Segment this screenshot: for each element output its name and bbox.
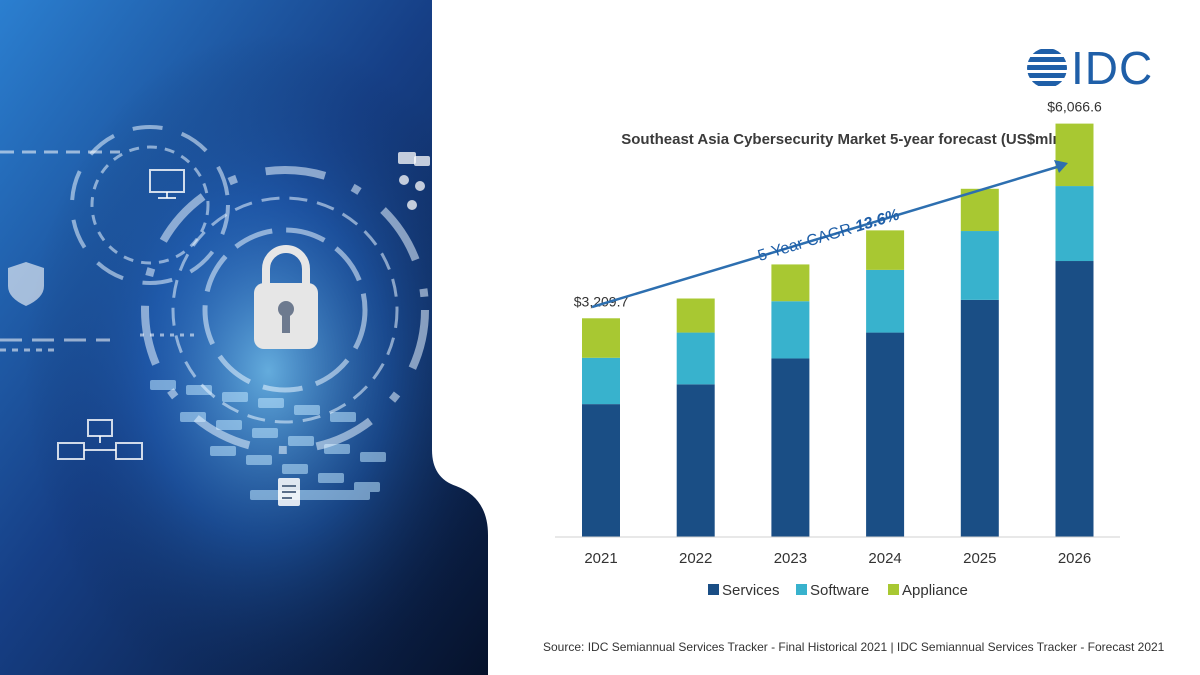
x-tick-2025: 2025 bbox=[963, 550, 996, 567]
x-tick-2022: 2022 bbox=[679, 550, 712, 567]
bar-software-2022 bbox=[676, 332, 715, 385]
total-label-2026: $6,066.6 bbox=[1047, 99, 1102, 115]
chart-title: Southeast Asia Cybersecurity Market 5-ye… bbox=[621, 131, 1066, 148]
bar-services-2026 bbox=[1055, 261, 1094, 537]
bar-appliance-2022 bbox=[676, 298, 715, 333]
total-label-2021: $3,209.7 bbox=[574, 293, 629, 309]
total-labels: $3,209.7 $6,066.6 bbox=[574, 99, 1102, 310]
x-tick-2026: 2026 bbox=[1058, 550, 1091, 567]
x-tick-2021: 2021 bbox=[584, 550, 617, 567]
legend: Services Software Appliance bbox=[708, 582, 968, 599]
legend-swatch-services bbox=[708, 584, 719, 595]
bar-services-2022 bbox=[676, 384, 715, 537]
cagr-prefix: 5-Year CAGR bbox=[756, 219, 858, 264]
x-tick-2024: 2024 bbox=[868, 550, 901, 567]
globe-icon bbox=[1027, 49, 1067, 86]
legend-label-appliance: Appliance bbox=[902, 582, 968, 599]
bar-appliance-2024 bbox=[866, 230, 905, 270]
bars bbox=[582, 123, 1094, 537]
chart: Southeast Asia Cybersecurity Market 5-ye… bbox=[555, 99, 1120, 599]
monitor-icon bbox=[149, 169, 185, 199]
bar-software-2023 bbox=[771, 301, 810, 359]
legend-swatch-software bbox=[796, 584, 807, 595]
users-icon bbox=[398, 152, 430, 210]
network-icon bbox=[57, 419, 143, 460]
bar-appliance-2021 bbox=[582, 318, 620, 358]
bar-appliance-2025 bbox=[960, 188, 999, 232]
bar-software-2021 bbox=[582, 357, 620, 405]
x-tick-labels: 2021 2022 2023 2024 2025 2026 bbox=[584, 550, 1091, 567]
source-note: Source: IDC Semiannual Services Tracker … bbox=[543, 640, 1165, 654]
bar-software-2026 bbox=[1055, 186, 1094, 262]
bar-software-2024 bbox=[866, 269, 905, 333]
bar-software-2025 bbox=[960, 231, 999, 300]
cagr-arrow bbox=[591, 160, 1068, 309]
bar-services-2024 bbox=[866, 332, 905, 537]
bar-services-2023 bbox=[771, 358, 810, 537]
bar-services-2021 bbox=[582, 404, 620, 537]
bar-services-2025 bbox=[960, 299, 999, 537]
bar-appliance-2023 bbox=[771, 264, 810, 302]
bar-appliance-2026 bbox=[1055, 123, 1094, 187]
x-tick-2023: 2023 bbox=[774, 550, 807, 567]
legend-swatch-appliance bbox=[888, 584, 899, 595]
logo-text: IDC bbox=[1071, 42, 1154, 94]
legend-label-services: Services bbox=[722, 582, 780, 599]
hero-image bbox=[0, 0, 490, 675]
idc-logo: IDC bbox=[1025, 44, 1153, 92]
shield-icon bbox=[8, 262, 44, 306]
document-icon bbox=[278, 478, 300, 506]
legend-label-software: Software bbox=[810, 582, 869, 599]
lock-icon bbox=[254, 245, 318, 349]
